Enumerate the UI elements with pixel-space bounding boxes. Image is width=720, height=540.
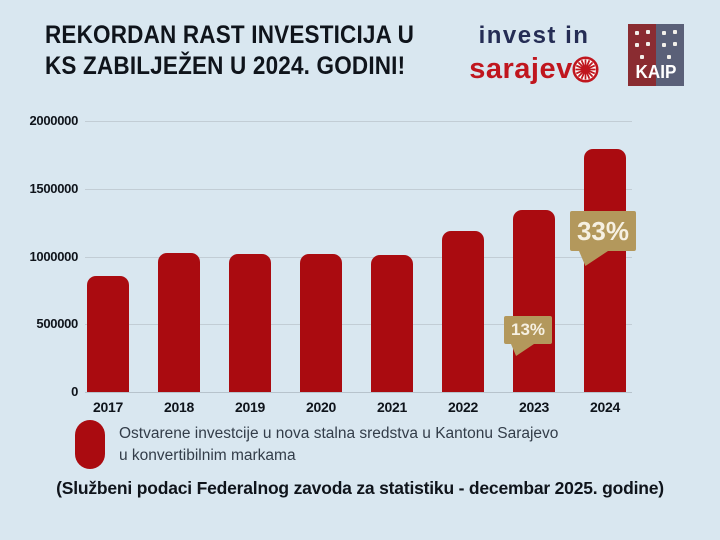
bar-2017: [87, 276, 129, 392]
kaip-logo: KAIP: [628, 24, 684, 86]
bar-2023: [513, 210, 555, 392]
x-axis-tick-label-2023: 2023: [519, 399, 549, 415]
title-line-2: KS ZABILJEŽEN U 2024. GODINI!: [45, 51, 406, 80]
x-axis-tick-label-2018: 2018: [164, 399, 194, 415]
bar-2020: [300, 253, 342, 392]
bar-2024: [584, 149, 626, 392]
growth-badge-2024-label: 33%: [576, 215, 630, 246]
sarajevo-text: sarajev: [448, 50, 620, 89]
bar-2018: [158, 253, 200, 392]
gridline-1000000: [85, 256, 632, 258]
y-axis-tick-label-0: 0: [71, 384, 78, 399]
bar-2021: [371, 255, 413, 392]
data-source-note: (Službeni podaci Federalnog zavoda za st…: [56, 478, 664, 498]
x-axis-tick-label-2017: 2017: [93, 399, 123, 415]
x-axis-tick-label-2020: 2020: [306, 399, 336, 415]
kaip-logo-left-half: [628, 24, 656, 86]
x-axis-tick-label-2021: 2021: [377, 399, 407, 415]
growth-badge-2023-label: 13%: [510, 320, 546, 339]
bar-2022: [442, 231, 484, 392]
y-axis-tick-label-2000000: 2000000: [29, 113, 78, 128]
invest-in-text: invest in: [478, 22, 590, 49]
x-axis-tick-label-2024: 2024: [590, 399, 620, 415]
y-axis-tick-label-1500000: 1500000: [29, 180, 78, 196]
legend-marker-red-pill: [75, 420, 105, 469]
growth-badge-2023: 13%: [504, 316, 552, 356]
page-title: REKORDAN RAST INVESTICIJA U KS ZABILJEŽE…: [45, 20, 415, 81]
kaip-logo-right-half: [656, 24, 684, 86]
kaip-logo-text: KAIP: [635, 62, 677, 82]
growth-badge-2024: 33%: [570, 211, 636, 266]
chart-legend: Ostvarene investcije u nova stalna sreds…: [75, 420, 571, 469]
wheel-rosette-icon: [572, 56, 599, 89]
x-axis-tick-label-2022: 2022: [448, 399, 478, 415]
y-axis-tick-label-500000: 500000: [36, 316, 78, 332]
gridline-1500000: [85, 188, 632, 190]
title-line-1: REKORDAN RAST INVESTICIJA U: [45, 21, 415, 49]
x-axis-tick-label-2019: 2019: [235, 399, 265, 415]
invest-in-sarajevo-logo: invest in sarajev: [448, 24, 620, 89]
gridline-2000000: [85, 121, 632, 122]
legend-label: Ostvarene investcije u nova stalna sreds…: [119, 425, 559, 465]
y-axis-tick-label-1000000: 1000000: [29, 248, 78, 264]
bar-2019: [229, 253, 271, 392]
gridline-500000: [85, 324, 632, 326]
gridline-0: [85, 392, 632, 393]
